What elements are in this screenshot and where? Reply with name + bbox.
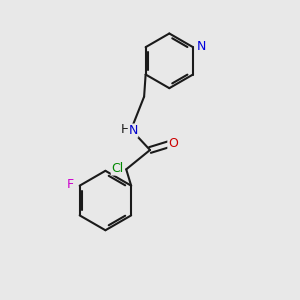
Text: Cl: Cl (111, 162, 124, 175)
Text: N: N (197, 40, 206, 53)
Text: H: H (121, 123, 130, 136)
Text: O: O (168, 137, 178, 150)
Text: F: F (67, 178, 74, 191)
Text: N: N (128, 124, 138, 137)
